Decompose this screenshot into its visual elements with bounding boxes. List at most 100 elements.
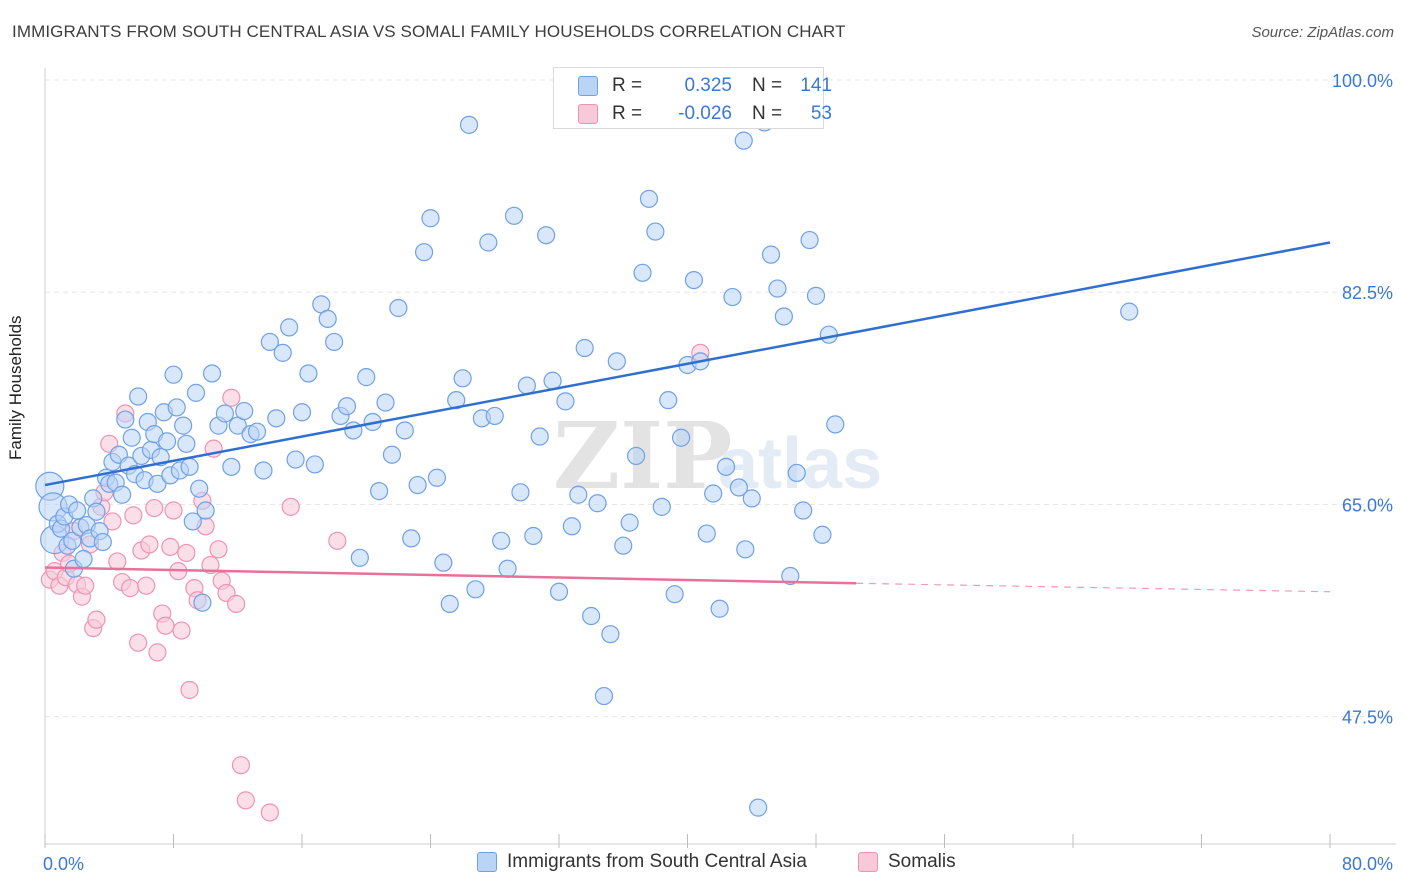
x-tick-label: 80.0% [1342, 854, 1393, 874]
data-point-south-central-asia [112, 485, 132, 504]
data-point-south-central-asia [492, 531, 511, 550]
data-point-somalis [76, 576, 95, 595]
gridlines [45, 79, 1396, 718]
data-point-south-central-asia [819, 325, 838, 344]
data-point-south-central-asia [787, 463, 806, 483]
data-point-somalis [177, 543, 196, 563]
pink-swatch [578, 104, 598, 124]
data-point-south-central-asia [68, 501, 87, 520]
data-point-south-central-asia [167, 398, 186, 417]
data-point-somalis [222, 388, 241, 407]
data-point-south-central-asia [652, 497, 671, 516]
data-point-south-central-asia [148, 474, 167, 493]
data-point-south-central-asia [414, 243, 434, 262]
data-point-somalis [129, 633, 148, 652]
data-point-south-central-asia [63, 531, 82, 550]
data-point-south-central-asia [729, 478, 749, 497]
data-point-south-central-asia [305, 455, 324, 474]
trend-line-somalis-extension [856, 582, 1331, 593]
data-point-south-central-asia [734, 131, 753, 150]
axes [44, 68, 1396, 848]
legend-swatch-pink [858, 852, 878, 872]
data-point-south-central-asia [267, 409, 286, 428]
data-point-somalis [260, 803, 279, 822]
data-point-south-central-asia [174, 416, 193, 435]
data-point-south-central-asia [427, 468, 447, 487]
south-central-asia-points [35, 113, 1139, 817]
data-point-somalis [145, 498, 164, 518]
data-point-south-central-asia [254, 461, 273, 480]
data-point-somalis [124, 506, 143, 525]
tick-labels: 47.5% 65.0% 82.5% 100.0% 0.0% 80.0% [43, 71, 1393, 874]
data-point-somalis [328, 531, 347, 550]
data-point-south-central-asia [337, 397, 357, 416]
y-tick-label: 82.5% [1342, 283, 1393, 303]
data-point-south-central-asia [601, 625, 620, 644]
data-point-south-central-asia [768, 279, 787, 298]
data-point-south-central-asia [402, 529, 421, 548]
n-value: 141 [800, 75, 832, 96]
data-point-south-central-asia [517, 376, 536, 395]
data-point-south-central-asia [389, 298, 408, 318]
data-point-south-central-asia [582, 606, 601, 626]
data-point-south-central-asia [382, 445, 402, 464]
data-point-south-central-asia [524, 526, 543, 546]
data-point-somalis [148, 643, 167, 662]
data-point-somalis [201, 555, 220, 575]
trend-line-south-central-asia [44, 241, 1331, 487]
data-point-south-central-asia [177, 434, 196, 453]
data-point-south-central-asia [620, 513, 639, 532]
data-point-south-central-asia [129, 387, 148, 406]
data-point-somalis [140, 535, 159, 554]
data-point-south-central-asia [466, 580, 485, 599]
data-point-south-central-asia [639, 189, 659, 208]
data-point-south-central-asia [781, 566, 800, 586]
data-point-south-central-asia [202, 364, 222, 383]
data-point-somalis [172, 621, 191, 640]
data-point-south-central-asia [646, 222, 665, 241]
data-point-south-central-asia [665, 585, 684, 604]
blue-swatch [578, 76, 598, 96]
data-point-south-central-asia [774, 307, 793, 326]
data-point-south-central-asia [122, 428, 141, 447]
data-point-south-central-asia [286, 450, 305, 469]
data-point-south-central-asia [761, 245, 781, 264]
data-point-south-central-asia [485, 406, 504, 426]
data-point-south-central-asia [504, 206, 524, 225]
r-value: 0.325 [684, 75, 732, 96]
legend-item-somalis: Somalis [858, 851, 956, 873]
data-point-somalis [209, 540, 228, 559]
data-point-south-central-asia [723, 287, 742, 307]
data-point-south-central-asia [260, 332, 279, 352]
data-point-south-central-asia [716, 457, 736, 476]
data-point-south-central-asia [370, 482, 389, 501]
data-point-south-central-asia [537, 226, 556, 245]
data-point-south-central-asia [511, 483, 530, 502]
stats-row-blue: R = 0.325 N = 141 [578, 75, 832, 97]
data-point-somalis [121, 579, 140, 598]
data-point-south-central-asia [453, 369, 472, 388]
data-point-south-central-asia [549, 582, 569, 601]
data-point-south-central-asia [704, 484, 723, 503]
data-point-south-central-asia [190, 479, 209, 498]
n-label: N = [752, 75, 783, 96]
data-point-south-central-asia [292, 403, 312, 422]
data-point-south-central-asia [569, 485, 588, 504]
data-point-south-central-asia [697, 524, 716, 543]
data-point-somalis [108, 552, 127, 571]
r-value: -0.026 [678, 103, 732, 124]
data-point-south-central-asia [395, 421, 414, 440]
x-tick-label: 0.0% [43, 854, 84, 874]
data-point-south-central-asia [671, 428, 691, 447]
data-point-south-central-asia [434, 553, 453, 572]
data-point-south-central-asia [186, 383, 206, 402]
data-point-south-central-asia [710, 599, 729, 618]
data-point-south-central-asia [357, 368, 376, 387]
n-label: N = [752, 103, 783, 124]
data-point-south-central-asia [684, 270, 704, 290]
legend-label-somalis: Somalis [888, 851, 956, 872]
data-point-south-central-asia [1120, 302, 1139, 321]
data-point-south-central-asia [813, 525, 832, 544]
stats-legend-box: R = 0.325 N = 141 R = -0.026 N = 53 [553, 67, 832, 129]
data-point-south-central-asia [408, 475, 427, 495]
